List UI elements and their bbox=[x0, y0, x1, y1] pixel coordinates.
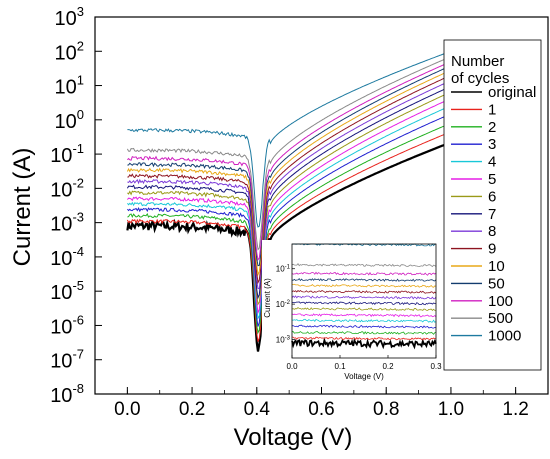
x-tick-label: 1.2 bbox=[502, 399, 528, 420]
legend-label-2: 2 bbox=[488, 119, 496, 136]
y-tick-label: 10-3 bbox=[50, 210, 84, 236]
main-series-group bbox=[126, 50, 452, 352]
legend-title-line1: Number bbox=[451, 53, 504, 70]
inset-series-line-50 bbox=[292, 277, 437, 282]
series-line-7 bbox=[126, 85, 452, 300]
y-tick-label: 100 bbox=[55, 107, 84, 133]
inset-series-line-4 bbox=[292, 318, 437, 323]
series-line-original bbox=[126, 141, 452, 352]
series-line-50 bbox=[127, 65, 452, 267]
inset-x-axis-ticks: 0.0 0.1 0.2 0.3 bbox=[286, 355, 442, 371]
inset-series-line-100 bbox=[291, 271, 437, 276]
inset-y-axis-label: Current (A) bbox=[263, 278, 272, 318]
legend-label-500: 500 bbox=[488, 310, 513, 327]
inset-series-line-3 bbox=[291, 324, 437, 329]
y-tick-label: 102 bbox=[55, 38, 84, 64]
x-tick-label: 0.4 bbox=[244, 399, 271, 420]
series-line-100 bbox=[127, 61, 452, 261]
legend-box bbox=[443, 39, 542, 371]
legend-label-4: 4 bbox=[488, 154, 496, 171]
series-line-5 bbox=[127, 98, 452, 315]
x-tick-label: 1.0 bbox=[438, 399, 464, 420]
inset-series-line-10 bbox=[291, 283, 437, 288]
inset-plot: 0.0 0.1 0.2 0.3 10-1 10-2 10-3 Voltage (V) Cu… bbox=[262, 240, 442, 384]
x-tick-label: 0.6 bbox=[308, 399, 334, 420]
inset-y-tick-label: 10-3 bbox=[276, 335, 291, 344]
x-axis-label: Voltage (V) bbox=[234, 424, 353, 451]
y-tick-label: 103 bbox=[55, 4, 84, 30]
inset-x-tick-label: 0.1 bbox=[334, 362, 346, 371]
legend-label-3: 3 bbox=[488, 136, 496, 153]
x-axis-ticks: 0.0 0.2 0.4 0.6 0.8 1.0 1.2 bbox=[94, 387, 549, 420]
inset-x-tick-label: 0.2 bbox=[382, 362, 394, 371]
inset-x-tick-label: 0.3 bbox=[430, 362, 442, 371]
legend-label-8: 8 bbox=[488, 223, 496, 240]
inset-x-tick-label: 0.0 bbox=[286, 362, 298, 371]
x-tick-label: 0.2 bbox=[179, 399, 205, 420]
inset-plot-frame bbox=[291, 243, 437, 359]
inset-series-line-8 bbox=[291, 295, 437, 300]
series-line-6 bbox=[127, 91, 452, 306]
y-tick-label: 10-7 bbox=[50, 347, 84, 373]
series-line-500 bbox=[126, 56, 452, 251]
series-line-1 bbox=[126, 131, 452, 342]
inset-series-line-2 bbox=[291, 330, 437, 335]
y-tick-label: 10-2 bbox=[50, 175, 84, 201]
y-tick-label: 10-6 bbox=[50, 312, 84, 338]
series-line-9 bbox=[127, 74, 452, 285]
inset-series-line-original bbox=[291, 336, 437, 350]
series-line-1000 bbox=[127, 50, 452, 228]
legend-label-9: 9 bbox=[488, 241, 496, 258]
y-tick-label: 10-8 bbox=[50, 381, 84, 407]
y-axis-label: Current (A) bbox=[9, 148, 36, 267]
series-line-3 bbox=[127, 113, 452, 327]
legend-label-50: 50 bbox=[488, 275, 505, 292]
legend-label-5: 5 bbox=[488, 171, 496, 188]
legend-label-6: 6 bbox=[488, 188, 496, 205]
legend-title-line2: of cycles bbox=[451, 70, 509, 87]
series-line-4 bbox=[127, 105, 452, 320]
legend-label-7: 7 bbox=[488, 206, 496, 223]
legend-label-10: 10 bbox=[488, 258, 505, 275]
y-tick-label: 101 bbox=[55, 73, 84, 99]
inset-series-line-9 bbox=[291, 289, 437, 294]
legend-label-1000: 1000 bbox=[488, 328, 521, 345]
main-plot-area: 0.0 0.2 0.4 0.6 0.8 1.0 1.2 10310210110010-110… bbox=[50, 4, 549, 420]
inset-series-line-6 bbox=[291, 306, 437, 312]
x-tick-label: 0.0 bbox=[114, 399, 140, 420]
legend-label-1: 1 bbox=[488, 101, 496, 118]
y-tick-label: 10-1 bbox=[50, 141, 84, 167]
legend-label-100: 100 bbox=[488, 293, 513, 310]
y-tick-label: 10-5 bbox=[50, 278, 84, 304]
y-axis-ticks: 103 102 101 100 10-1 10-2 10-3 10-4 10-5 10-6 10-7… bbox=[50, 4, 102, 407]
inset-x-axis-label: Voltage (V) bbox=[344, 372, 384, 381]
inset-y-tick-label: 10-1 bbox=[276, 265, 291, 274]
series-line-8 bbox=[127, 80, 452, 290]
series-line-2 bbox=[127, 122, 452, 335]
inset-series-line-7 bbox=[292, 301, 436, 306]
x-tick-label: 0.8 bbox=[373, 399, 399, 420]
inset-series-line-5 bbox=[291, 313, 437, 318]
inset-series-line-500 bbox=[291, 263, 437, 268]
inset-series-line-1 bbox=[291, 336, 437, 341]
inset-y-axis-ticks: 10-1 10-2 10-3 bbox=[276, 265, 295, 344]
inset-y-tick-label: 10-2 bbox=[276, 300, 291, 309]
legend-label-original: original bbox=[488, 84, 536, 101]
series-line-10 bbox=[126, 69, 452, 277]
legend: Number of cycles original123456789105010… bbox=[443, 39, 542, 371]
y-tick-label: 10-4 bbox=[50, 244, 84, 270]
